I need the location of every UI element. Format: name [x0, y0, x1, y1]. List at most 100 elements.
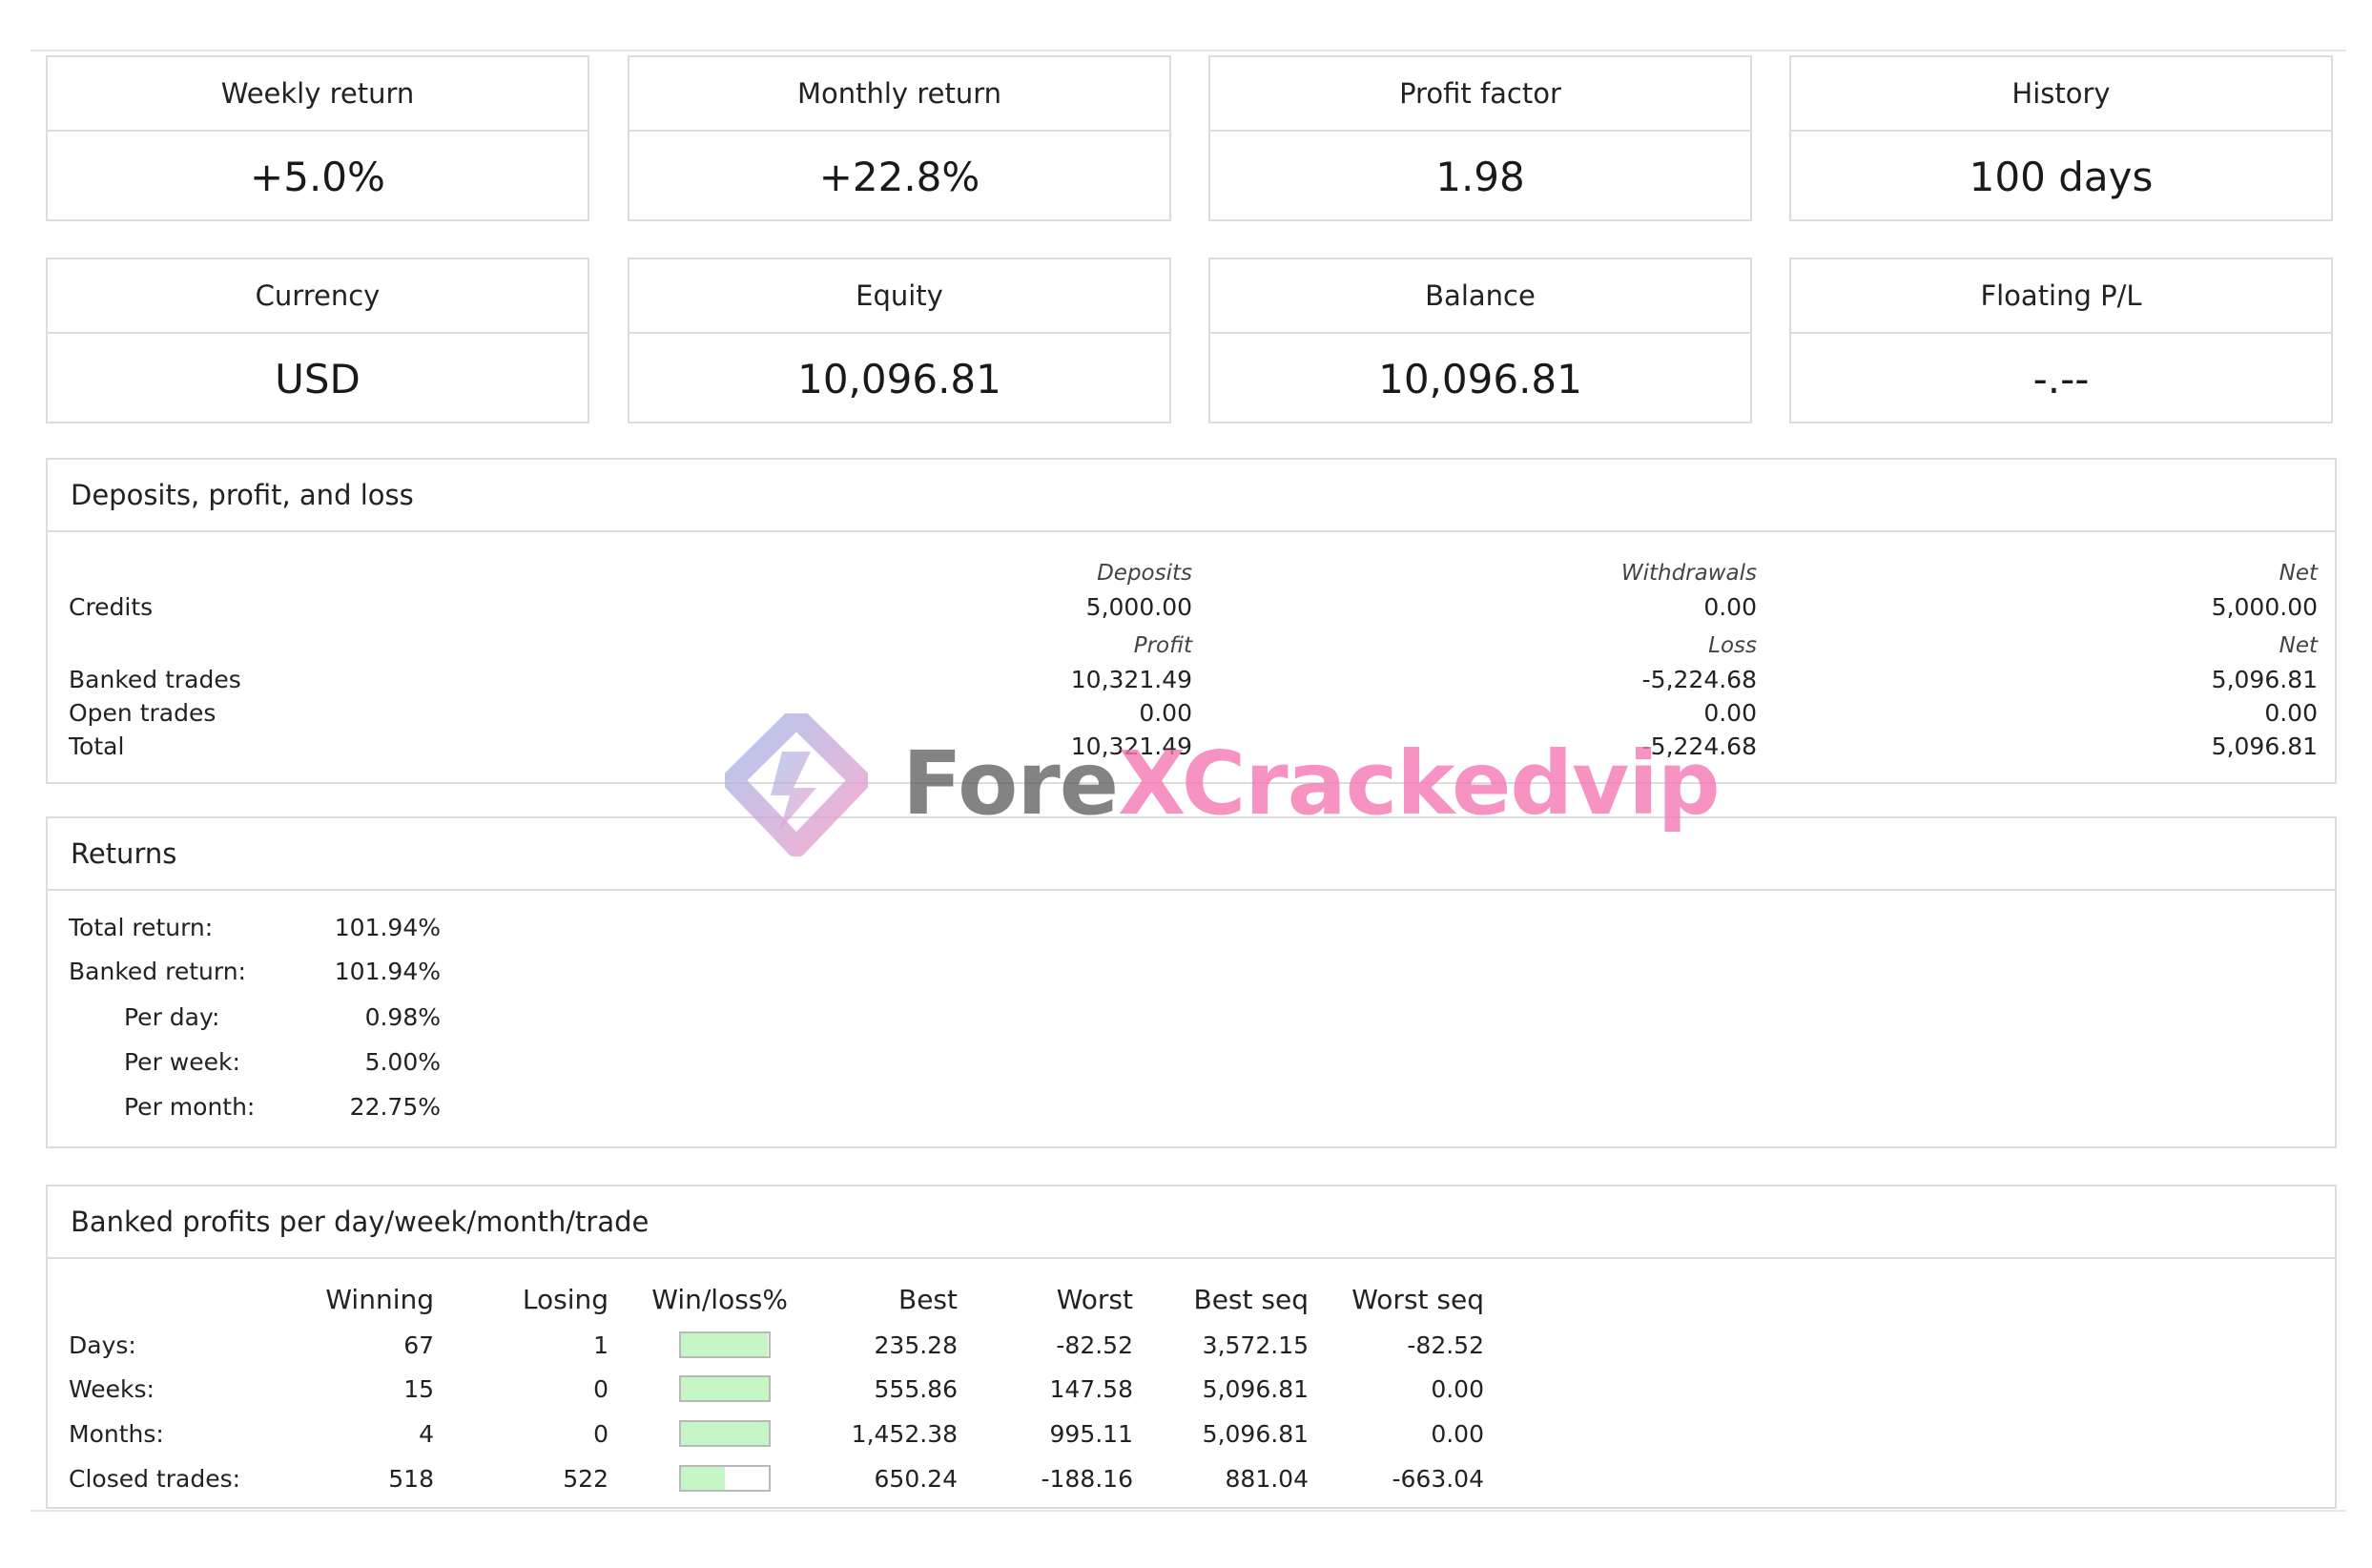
- open-net: 0.00: [2264, 699, 2318, 727]
- open-trades-row: Open trades 0.00 0.00 0.00: [48, 699, 2335, 732]
- best-value: 1,452.38: [851, 1420, 958, 1448]
- banked-net: 5,096.81: [2211, 666, 2318, 693]
- return-value: 22.75%: [349, 1093, 441, 1121]
- col-header-worst: Worst: [1056, 1284, 1133, 1315]
- win-loss-bar: [679, 1375, 771, 1402]
- col-header-losing: Losing: [522, 1284, 608, 1315]
- total-row: Total 10,321.49 -5,224.68 5,096.81: [48, 732, 2335, 765]
- panel-title: Banked profits per day/week/month/trade: [48, 1186, 2335, 1259]
- banked-loss: -5,224.68: [1641, 666, 1757, 693]
- profit-header-row: Profit Loss Net: [48, 633, 2335, 666]
- credits-withdrawals: 0.00: [1703, 593, 1757, 621]
- banked-row-closed-trades: Closed trades: 518 522 650.24 -188.16 88…: [48, 1465, 2335, 1503]
- banked-row-months: Months: 4 0 1,452.38 995.11 5,096.81 0.0…: [48, 1420, 2335, 1458]
- panel-title: Deposits, profit, and loss: [48, 460, 2335, 532]
- col-header-winloss: Win/loss%: [651, 1284, 788, 1315]
- best-value: 235.28: [874, 1331, 958, 1359]
- banked-profits-panel: Banked profits per day/week/month/trade …: [46, 1185, 2337, 1509]
- banked-row-weeks: Weeks: 15 0 555.86 147.58 5,096.81 0.00: [48, 1375, 2335, 1413]
- col-header-net: Net: [2279, 633, 2318, 658]
- win-loss-bar: [679, 1420, 771, 1447]
- stat-label: Floating P/L: [1791, 259, 2331, 334]
- winning-value: 67: [403, 1331, 434, 1359]
- worst-seq-value: -663.04: [1392, 1465, 1485, 1493]
- open-loss: 0.00: [1703, 699, 1757, 727]
- panel-title: Returns: [48, 818, 2335, 891]
- banked-trades-row: Banked trades 10,321.49 -5,224.68 5,096.…: [48, 666, 2335, 698]
- worst-seq-value: 0.00: [1431, 1420, 1484, 1448]
- col-header-withdrawals: Withdrawals: [1620, 561, 1757, 586]
- row-label: Banked trades: [69, 666, 241, 693]
- winning-value: 15: [403, 1375, 434, 1403]
- return-value: 0.98%: [364, 1003, 441, 1031]
- return-value: 101.94%: [334, 958, 441, 985]
- banked-row-days: Days: 67 1 235.28 -82.52 3,572.15 -82.52: [48, 1331, 2335, 1370]
- top-divider: [31, 50, 2346, 52]
- losing-value: 0: [593, 1420, 608, 1448]
- stat-label: Balance: [1210, 259, 1750, 334]
- winning-value: 518: [388, 1465, 434, 1493]
- winning-value: 4: [419, 1420, 434, 1448]
- stat-label: Profit factor: [1210, 57, 1750, 132]
- open-profit: 0.00: [1139, 699, 1192, 727]
- return-label: Banked return:: [69, 958, 246, 985]
- stat-label: History: [1791, 57, 2331, 132]
- row-label: Open trades: [69, 699, 217, 727]
- return-label: Per month:: [124, 1093, 256, 1121]
- col-header-loss: Loss: [1708, 633, 1757, 658]
- win-loss-bar: [679, 1465, 771, 1492]
- total-profit: 10,321.49: [1070, 732, 1192, 760]
- col-header-best-seq: Best seq: [1193, 1284, 1310, 1315]
- win-loss-bar: [679, 1331, 771, 1358]
- credits-row: Credits 5,000.00 0.00 5,000.00: [48, 593, 2335, 626]
- worst-value: -188.16: [1041, 1465, 1134, 1493]
- col-header-best: Best: [897, 1284, 958, 1315]
- return-label: Per week:: [124, 1048, 240, 1076]
- total-net: 5,096.81: [2211, 732, 2318, 760]
- stat-label: Equity: [629, 259, 1169, 334]
- banked-header-row: Winning Losing Win/loss% Best Worst Best…: [48, 1284, 2335, 1322]
- worst-value: -82.52: [1056, 1331, 1133, 1359]
- returns-panel: Returns Total return: 101.94% Banked ret…: [46, 816, 2337, 1148]
- best-value: 555.86: [874, 1375, 958, 1403]
- stat-value: USD: [275, 355, 361, 402]
- credits-net: 5,000.00: [2211, 593, 2318, 621]
- worst-seq-value: 0.00: [1431, 1375, 1484, 1403]
- col-header-deposits: Deposits: [1097, 561, 1192, 586]
- stat-label: Weekly return: [48, 57, 588, 132]
- losing-value: 522: [563, 1465, 608, 1493]
- row-label: Months:: [69, 1420, 164, 1448]
- stat-value: -.--: [2032, 355, 2090, 402]
- losing-value: 0: [593, 1375, 608, 1403]
- win-fill: [681, 1333, 768, 1356]
- total-loss: -5,224.68: [1641, 732, 1757, 760]
- best-seq-value: 881.04: [1225, 1465, 1309, 1493]
- stat-card-balance: Balance 10,096.81: [1208, 258, 1752, 423]
- stat-label: Monthly return: [629, 57, 1169, 132]
- bottom-divider: [31, 1510, 2346, 1512]
- col-header-profit: Profit: [1133, 633, 1192, 658]
- row-label: Weeks:: [69, 1375, 155, 1403]
- banked-profit: 10,321.49: [1070, 666, 1192, 693]
- return-value: 101.94%: [334, 914, 441, 941]
- row-label: Days:: [69, 1331, 136, 1359]
- col-header-winning: Winning: [325, 1284, 434, 1315]
- losing-value: 1: [593, 1331, 608, 1359]
- deposits-panel: Deposits, profit, and loss Deposits With…: [46, 458, 2337, 784]
- stat-card-profit-factor: Profit factor 1.98: [1208, 55, 1752, 221]
- stat-value: +22.8%: [818, 153, 980, 200]
- row-label: Total: [69, 732, 125, 760]
- stat-card-floating-pl: Floating P/L -.--: [1789, 258, 2333, 423]
- col-header-net: Net: [2279, 561, 2318, 586]
- stat-card-equity: Equity 10,096.81: [628, 258, 1171, 423]
- stat-card-monthly-return: Monthly return +22.8%: [628, 55, 1171, 221]
- worst-value: 995.11: [1049, 1420, 1133, 1448]
- col-header-worst-seq: Worst seq: [1351, 1284, 1484, 1315]
- win-fill: [681, 1467, 725, 1490]
- win-fill: [681, 1422, 769, 1445]
- stat-value: 100 days: [1969, 153, 2154, 200]
- win-fill: [681, 1377, 769, 1400]
- stat-value: 1.98: [1435, 153, 1525, 200]
- return-label: Per day:: [124, 1003, 220, 1031]
- best-seq-value: 5,096.81: [1202, 1420, 1309, 1448]
